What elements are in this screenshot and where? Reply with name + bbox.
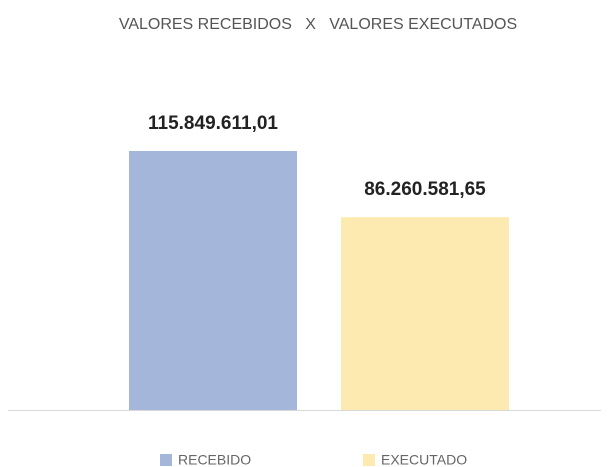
chart-title: VALORES RECEBIDOS X VALORES EXECUTADOS (119, 16, 517, 33)
bar (341, 217, 509, 410)
legend-swatch (160, 454, 172, 466)
bar (129, 151, 297, 410)
legend-swatch (363, 454, 375, 466)
value-label: 86.260.581,65 (364, 179, 486, 200)
legend-label: RECEBIDO (178, 452, 251, 467)
legend-label: EXECUTADO (381, 452, 467, 467)
value-label: 115.849.611,01 (148, 113, 278, 134)
